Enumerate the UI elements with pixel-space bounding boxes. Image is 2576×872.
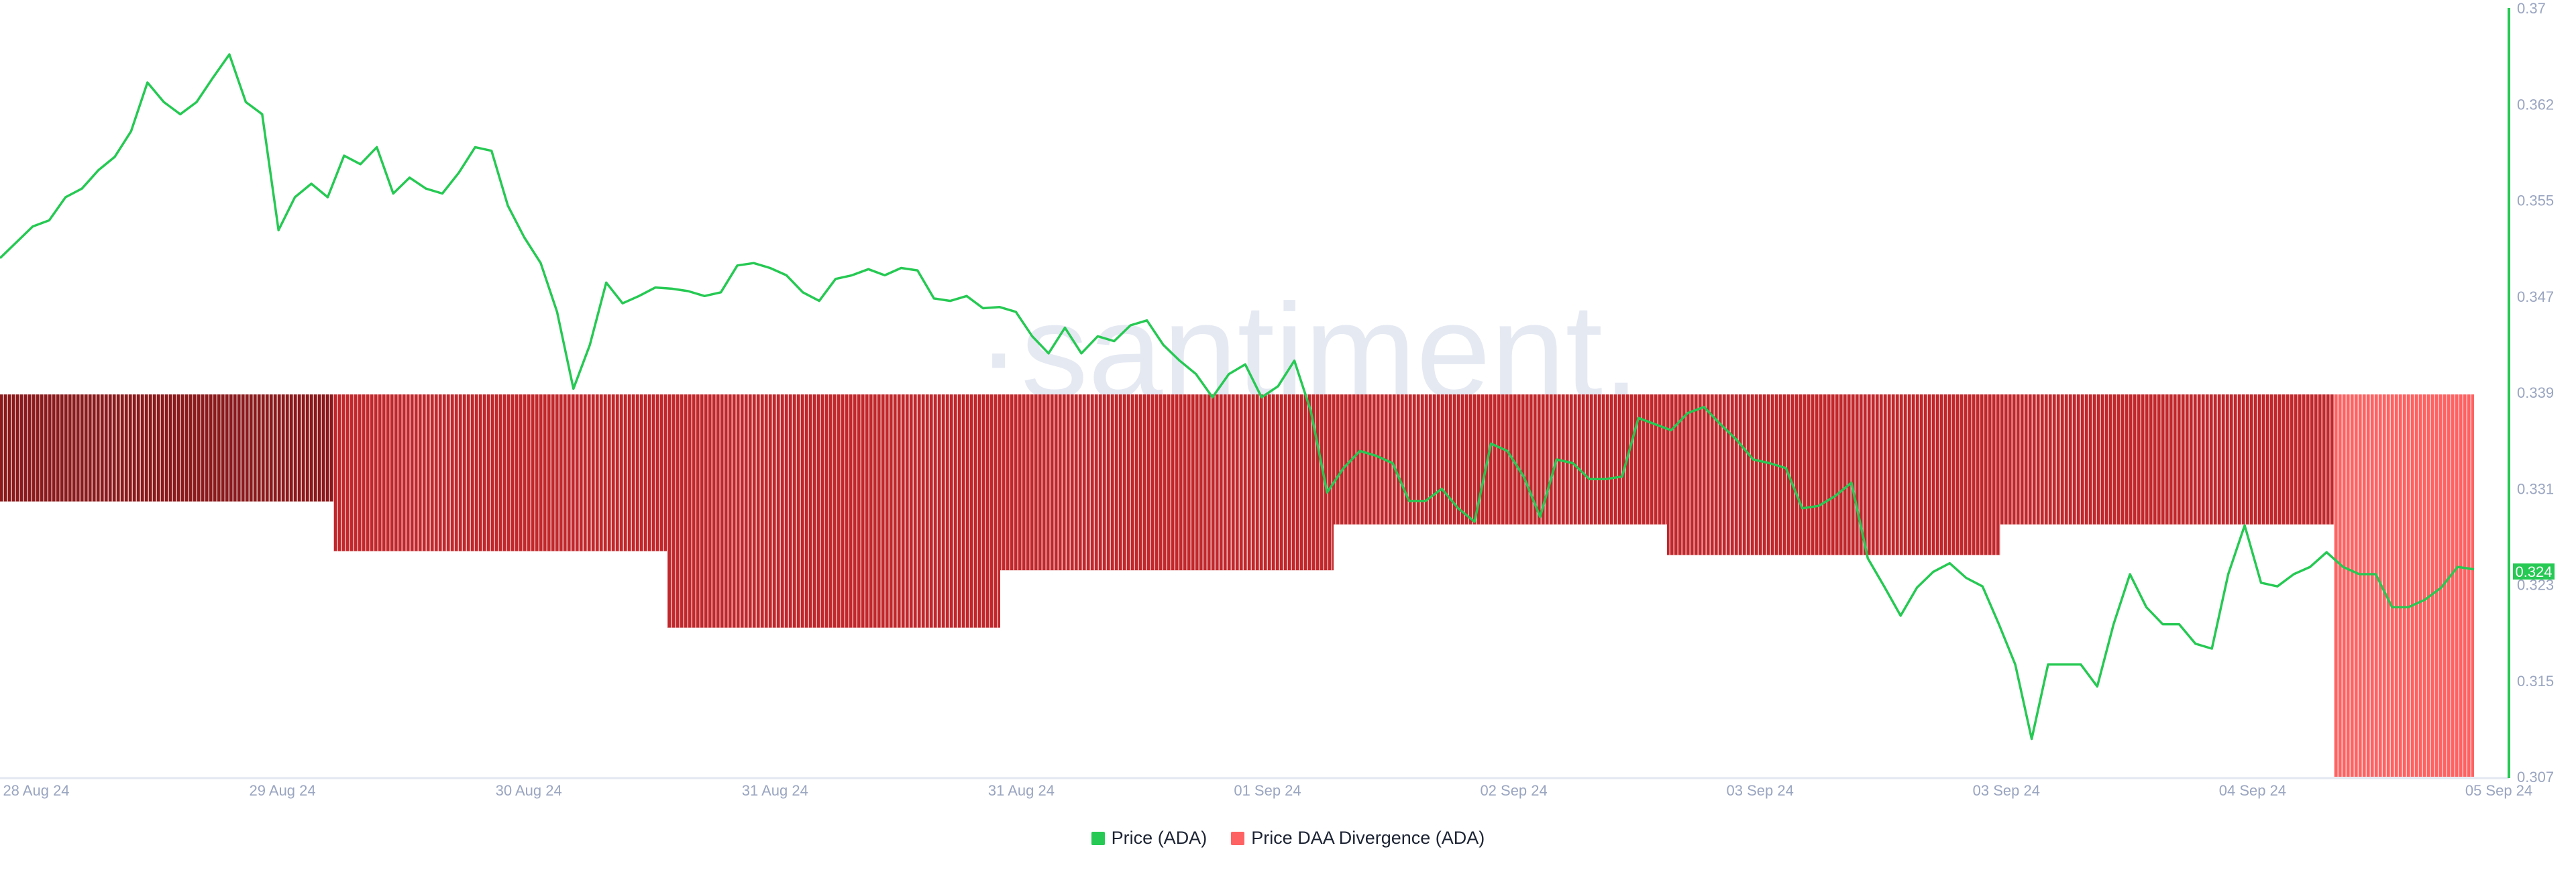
- x-axis-ticks: 28 Aug 24 29 Aug 24 30 Aug 24 31 Aug 24 31 A…: [3, 782, 2532, 799]
- y-tick-label: 0.307: [2517, 769, 2554, 785]
- x-tick-label: 02 Sep 24: [1480, 782, 1547, 799]
- x-tick-label: 03 Sep 24: [1973, 782, 2040, 799]
- divergence-bar-stripes: [333, 394, 667, 551]
- legend-swatch-divergence: [1231, 831, 1245, 845]
- legend-label-divergence: Price DAA Divergence (ADA): [1251, 828, 1485, 848]
- y-tick-label: 0.347: [2517, 288, 2554, 305]
- current-price-label: 0.324: [2515, 563, 2552, 580]
- legend-label-price: Price (ADA): [1111, 828, 1208, 848]
- legend-item-price[interactable]: Price (ADA): [1091, 828, 1208, 849]
- y-tick-label: 0.331: [2517, 480, 2554, 497]
- x-tick-label: 31 Aug 24: [988, 782, 1055, 799]
- y-tick-label: 0.315: [2517, 673, 2554, 690]
- x-tick-label: 05 Sep 24: [2465, 782, 2532, 799]
- x-tick-label: 04 Sep 24: [2219, 782, 2286, 799]
- y-tick-label: 0.355: [2517, 193, 2554, 209]
- divergence-bar-stripes: [1334, 394, 1667, 525]
- y-tick-label: 0.362: [2517, 96, 2554, 113]
- x-tick-label: 01 Sep 24: [1234, 782, 1301, 799]
- x-tick-label: 28 Aug 24: [3, 782, 69, 799]
- divergence-bar-stripes: [1000, 394, 1334, 571]
- divergence-bar-stripes: [667, 394, 1000, 628]
- y-axis-ticks: 0.370.3620.3550.3470.3390.3310.3230.3150…: [2517, 0, 2554, 785]
- price-line: [0, 53, 2475, 741]
- divergence-bars: [0, 394, 2474, 777]
- legend-item-divergence[interactable]: Price DAA Divergence (ADA): [1231, 828, 1485, 849]
- legend-swatch-price: [1091, 831, 1105, 845]
- divergence-bar-stripes: [1667, 394, 2000, 555]
- x-tick-label: 03 Sep 24: [1727, 782, 1794, 799]
- legend: Price (ADA) Price DAA Divergence (ADA): [0, 828, 2576, 849]
- y-tick-label: 0.339: [2517, 384, 2554, 401]
- x-tick-label: 30 Aug 24: [496, 782, 562, 799]
- current-price-badge: 0.324: [2513, 563, 2555, 580]
- y-tick-label: 0.37: [2517, 0, 2546, 17]
- x-tick-label: 29 Aug 24: [250, 782, 316, 799]
- divergence-bar-stripes: [2000, 394, 2334, 525]
- divergence-bar-stripes: [0, 394, 333, 502]
- x-tick-label: 31 Aug 24: [742, 782, 808, 799]
- divergence-bar-stripes: [2334, 394, 2474, 777]
